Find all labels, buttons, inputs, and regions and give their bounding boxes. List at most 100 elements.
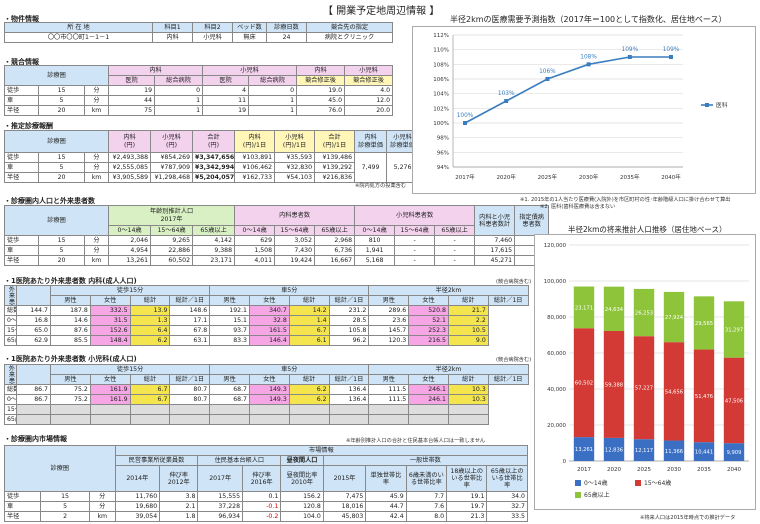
data-label: 51,476 (695, 394, 713, 400)
section-title-naika: ・1医院あたり外来患者数 内科(成人人口) (4, 277, 137, 285)
row-label: 総数 (4, 305, 17, 316)
table-cell: 68.7 (209, 394, 250, 405)
table-cell: 37,228 (197, 501, 244, 512)
legend-label: 15〜64歳 (644, 479, 671, 487)
table-cell: 34.0 (486, 491, 528, 502)
table-cell: 83.3 (209, 335, 250, 346)
data-label: 29,565 (695, 321, 713, 327)
table-cell (209, 404, 250, 415)
sub-header: 男性 (368, 295, 410, 306)
property-header: 所 在 地 (4, 22, 153, 33)
x-tick-label: 2020年 (496, 173, 516, 181)
sub-header: 総計／1日 (487, 295, 529, 306)
table-cell: ¥32,830 (274, 162, 316, 173)
table-cell: 45.0 (296, 95, 346, 106)
revenue-header: 内科 診療単価 (354, 130, 388, 153)
table-cell: 1.3 (129, 315, 171, 326)
table-cell: ¥5,204,057 (192, 172, 236, 183)
data-point (669, 55, 673, 59)
table-cell: 148.6 (169, 305, 211, 316)
chart1-note-2: ※2. 医科(歯科医療費は含まない (540, 204, 616, 210)
data-label: 109% (663, 47, 680, 53)
sub-header: 男性 (50, 295, 91, 306)
sub-header: 男性 (209, 374, 250, 385)
table-cell: 徒歩 (4, 152, 39, 163)
table-row: 65歳以上 (4, 414, 529, 425)
data-label: 100% (457, 113, 474, 119)
table-cell: 10.3 (447, 394, 489, 405)
table-cell: 18,016 (322, 501, 367, 512)
property-header: 競合先の指定 (306, 22, 393, 33)
bar-segment (573, 328, 595, 438)
data-label: 9,909 (727, 450, 742, 456)
sub-header: 男性 (209, 295, 250, 306)
table-cell: 9.0 (447, 335, 489, 346)
property-dept1: 内科 (152, 32, 193, 43)
competitors-rows: 徒歩 15 分 19 0 4 0 19.0 4.0 車 5 分 44 1 11 1 45.0 12.0 半径 20 km… (4, 85, 394, 116)
sub-header: 総計／1日 (487, 374, 529, 385)
table-cell: 4 (202, 85, 250, 96)
table-cell: 7,460 (474, 235, 516, 246)
table-row: 総数86.775.2161.96.780.768.7149.36.2136.41… (4, 384, 529, 395)
table-cell: ¥2,555,085 (108, 162, 152, 173)
x-tick-label: 2040年 (661, 173, 681, 181)
table-cell: 半径 (4, 255, 39, 266)
bar-segment (603, 286, 625, 331)
y-tick-label: 96% (437, 150, 449, 156)
table-cell: 1,941 (354, 245, 396, 256)
table-cell: km (83, 172, 110, 183)
table-row: 総数144.7187.8332.513.9148.6192.1340.714.2… (4, 305, 529, 316)
property-days: 24 (266, 32, 307, 43)
shoni-note: (競合病院含む) (496, 357, 532, 363)
data-label: 31,297 (725, 327, 743, 333)
sub-header: 女性 (408, 374, 449, 385)
x-tick-label: 2017 (577, 467, 591, 473)
market-table: 診療圏 市場情報 民営事業所従業員数 住民基本台帳人口 昼夜間人口 一般世帯数 … (3, 445, 529, 522)
sub-header: 総計 (447, 295, 489, 306)
table-cell: 車 (4, 245, 39, 256)
naika-group: 半径2km (368, 285, 529, 296)
sub-header: 総計 (129, 295, 171, 306)
table-cell: 15 (38, 85, 85, 96)
naika-note: (競合病院含む) (496, 279, 532, 285)
revenue-header: 合計 (円)/1日 (314, 130, 356, 153)
table-cell: 1 (248, 95, 298, 106)
shoni-group: 徒歩15分 (49, 364, 211, 375)
table-cell: 0 (154, 85, 204, 96)
market-group: 住民基本台帳人口 (197, 455, 282, 466)
section-title-competitors: ・競合情報 (4, 58, 39, 66)
table-cell: 2.2 (447, 315, 489, 326)
table-cell: 5 (38, 245, 85, 256)
y-tick-label: 80,000 (547, 315, 566, 321)
naika-rows: 総数144.7187.8332.513.9148.6192.1340.714.2… (4, 305, 529, 346)
table-cell (328, 414, 370, 425)
table-cell: 分 (83, 162, 110, 173)
table-cell: 65.0 (16, 325, 51, 336)
table-cell: 19.1 (446, 491, 488, 502)
table-cell: 徒歩 (3, 491, 42, 502)
shoni-group: 半径2km (368, 364, 529, 375)
y-tick-label: 120,000 (544, 243, 567, 249)
line-chart: 94% 96% 98% 100% 102% 104% 106% 108% 110% 112% 201… (433, 33, 728, 181)
table-cell: - (394, 255, 436, 266)
y-tick-label: 108% (433, 62, 449, 68)
legend-marker (705, 103, 709, 107)
table-cell: 10.5 (447, 325, 489, 336)
table-cell: 徒歩 (4, 235, 39, 246)
table-cell: 6.2 (288, 394, 330, 405)
table-cell: 332.5 (89, 305, 131, 316)
row-label: 総数 (4, 384, 17, 395)
table-cell: 8.0 (405, 511, 448, 522)
population-sub: 0〜14歳 (234, 225, 276, 236)
table-cell: 22,886 (150, 245, 194, 256)
competitors-corner: 診療圏 (3, 65, 110, 86)
data-label: 26,253 (635, 311, 653, 317)
table-cell: 19.7 (446, 501, 488, 512)
data-label: 57,227 (635, 386, 653, 392)
table-cell: 15.1 (209, 315, 250, 326)
table-cell: ¥106,462 (234, 162, 276, 173)
revenue-header: 内科 (円) (108, 130, 152, 153)
table-cell: 136.4 (328, 384, 370, 395)
bar-segment (693, 296, 715, 350)
table-cell: 16,667 (314, 255, 356, 266)
